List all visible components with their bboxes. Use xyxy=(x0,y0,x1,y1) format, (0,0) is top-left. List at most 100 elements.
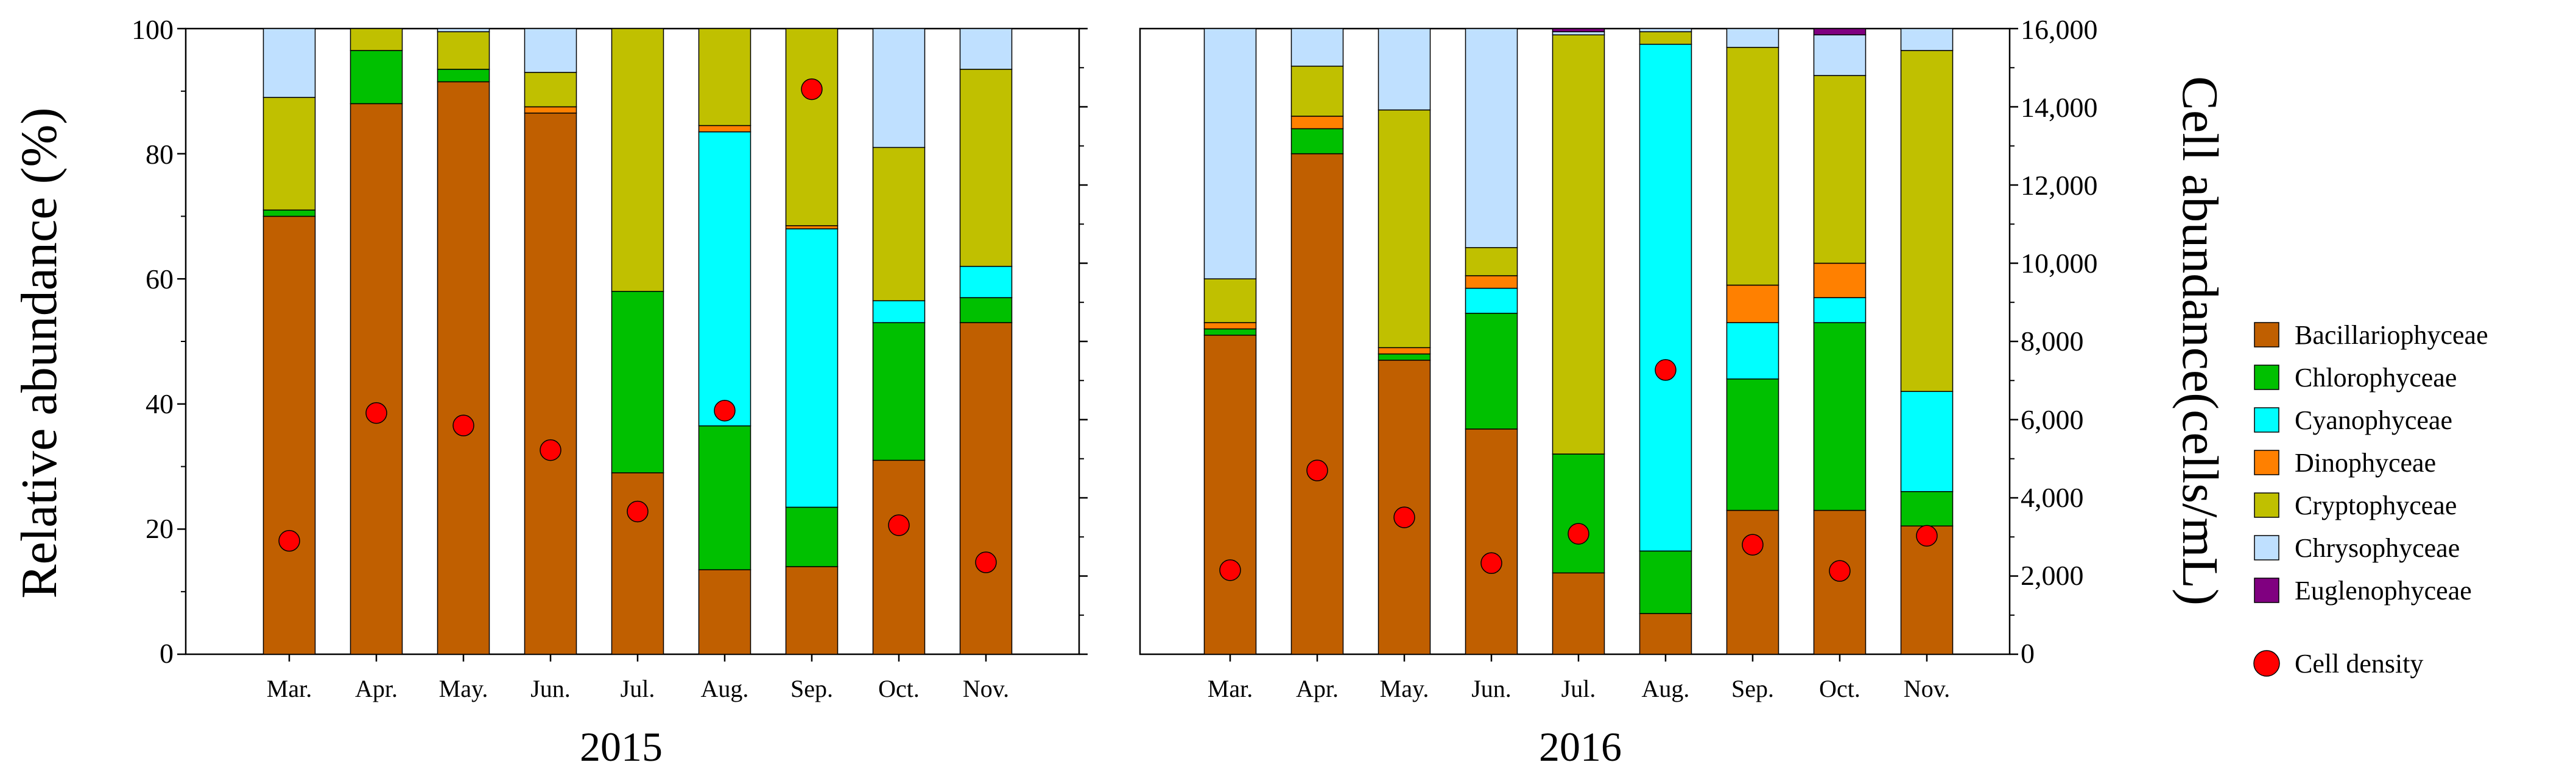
bar-segment-bacillariophyceae-jun-2015 xyxy=(524,113,577,655)
right-tick-label: 6,000 xyxy=(2021,404,2084,435)
bar-segment-dinophyceae-aug-2015 xyxy=(698,125,751,133)
cell-density-point-may-2016 xyxy=(1393,506,1415,528)
cell-density-point-jul-2015 xyxy=(627,500,649,523)
cell-density-point-jun-2016 xyxy=(1480,552,1502,575)
bar-segment-bacillariophyceae-jul-2015 xyxy=(611,472,664,655)
x-tick-label-jun-2015: Jun. xyxy=(530,675,571,702)
legend: Bacillariophyceae Chlorophyceae Cyanophy… xyxy=(2253,320,2488,679)
x-tick-label-oct-2015: Oct. xyxy=(878,675,920,702)
bar-segment-chrysophyceae-aug-2016 xyxy=(1639,28,1692,32)
bar-segment-bacillariophyceae-nov-2016 xyxy=(1900,525,1954,655)
x-tick-label-aug-2015: Aug. xyxy=(701,675,749,702)
right-tick-label: 4,000 xyxy=(2021,482,2084,513)
panel-2016: Mar. Apr. May. Jun. Jul. Aug. Sep. Oct. Nov. xyxy=(1139,27,2018,702)
bar-segment-cryptophyceae-jul-2015 xyxy=(611,28,664,292)
bar-segment-cryptophyceae-nov-2016 xyxy=(1900,50,1954,392)
bar-segment-dinophyceae-oct-2016 xyxy=(1813,262,1867,298)
legend-marker-cell-density xyxy=(2253,650,2280,677)
bar-segment-chrysophyceae-oct-2015 xyxy=(872,28,926,148)
cell-density-point-aug-2015 xyxy=(714,399,736,422)
legend-swatch-cryptophyceae xyxy=(2254,492,2279,518)
left-tick-label: 60 xyxy=(146,264,174,295)
legend-swatch-chlorophyceae xyxy=(2254,365,2279,390)
bar-segment-bacillariophyceae-oct-2015 xyxy=(872,459,926,655)
bar-segment-chlorophyceae-may-2016 xyxy=(1378,353,1431,361)
legend-swatch-chrysophyceae xyxy=(2254,535,2279,561)
bar-segment-chrysophyceae-apr-2016 xyxy=(1290,28,1344,67)
right-axis-ticks: 0 2,000 4,000 6,000 8,000 10,000 12,000 … xyxy=(2021,14,2098,669)
bar-segment-chrysophyceae-oct-2016 xyxy=(1813,34,1867,76)
bar-segment-cryptophyceae-may-2016 xyxy=(1378,109,1431,349)
x-tick-label-jun-2016: Jun. xyxy=(1471,675,1511,702)
bar-segment-chlorophyceae-oct-2015 xyxy=(872,322,926,461)
legend-label-euglenophyceae: Euglenophyceae xyxy=(2295,576,2472,606)
cell-density-point-sep-2015 xyxy=(801,78,823,100)
year-label-2016: 2016 xyxy=(1539,724,1622,770)
bar-segment-cyanophyceae-nov-2016 xyxy=(1900,391,1954,492)
bar-segment-chlorophyceae-mar-2015 xyxy=(262,209,316,217)
cell-density-point-apr-2016 xyxy=(1306,459,1328,481)
bar-segment-cryptophyceae-apr-2016 xyxy=(1290,65,1344,117)
bar-segment-cyanophyceae-aug-2015 xyxy=(698,131,751,427)
cell-density-point-oct-2015 xyxy=(888,514,910,536)
bar-segment-dinophyceae-sep-2015 xyxy=(785,225,839,229)
right-axis-title: Cell abundance(cells/mL) xyxy=(2172,76,2228,606)
bar-segment-chlorophyceae-may-2015 xyxy=(437,69,490,83)
cell-density-point-may-2015 xyxy=(452,414,474,436)
x-tick-label-aug-2016: Aug. xyxy=(1642,675,1690,702)
x-tick-label-jul-2016: Jul. xyxy=(1561,675,1596,702)
panel-2015: Mar. Apr. May. Jun. Jul. Aug. Sep. Oct. Nov. xyxy=(177,27,1088,702)
left-axis-title: Relative abundance (%) xyxy=(11,108,68,599)
bar-segment-chrysophyceae-jul-2016 xyxy=(1552,31,1605,36)
x-tick-label-may-2016: May. xyxy=(1380,675,1429,702)
legend-swatch-cyanophyceae xyxy=(2254,407,2279,433)
bar-segment-chlorophyceae-jun-2016 xyxy=(1465,312,1518,430)
x-tick-label-may-2015: May. xyxy=(439,675,488,702)
left-tick-label: 0 xyxy=(160,638,174,669)
cell-density-point-mar-2016 xyxy=(1219,559,1241,581)
x-tick-label-mar-2015: Mar. xyxy=(267,675,312,702)
bar-segment-chlorophyceae-oct-2016 xyxy=(1813,322,1867,511)
bar-segment-bacillariophyceae-aug-2016 xyxy=(1639,613,1692,655)
cell-density-point-aug-2016 xyxy=(1655,359,1677,381)
x-tick-label-sep-2015: Sep. xyxy=(790,675,833,702)
bar-segment-cryptophyceae-sep-2016 xyxy=(1726,47,1779,286)
bar-segment-cryptophyceae-nov-2015 xyxy=(959,69,1013,267)
right-tick-label: 14,000 xyxy=(2021,92,2098,123)
x-tick-label-apr-2015: Apr. xyxy=(355,675,398,702)
bar-segment-dinophyceae-may-2016 xyxy=(1378,347,1431,355)
left-tick-label: 100 xyxy=(132,14,174,45)
right-tick-label: 2,000 xyxy=(2021,560,2084,591)
cell-density-point-nov-2015 xyxy=(975,551,997,573)
bar-segment-bacillariophyceae-mar-2016 xyxy=(1203,334,1257,655)
bar-segment-bacillariophyceae-oct-2016 xyxy=(1813,509,1867,655)
x-tick-label-nov-2016: Nov. xyxy=(1904,675,1950,702)
bar-segment-cryptophyceae-oct-2016 xyxy=(1813,75,1867,264)
left-axis-ticks: 0 20 40 60 80 100 xyxy=(132,14,174,669)
right-tick-label: 8,000 xyxy=(2021,326,2084,357)
bar-segment-chrysophyceae-jun-2016 xyxy=(1465,28,1518,248)
bar-segment-bacillariophyceae-apr-2015 xyxy=(350,103,403,655)
bar-segment-chlorophyceae-aug-2016 xyxy=(1639,550,1692,614)
bar-segment-chlorophyceae-nov-2015 xyxy=(959,297,1013,323)
bar-segment-dinophyceae-mar-2016 xyxy=(1203,322,1257,330)
bar-segment-cryptophyceae-mar-2015 xyxy=(262,97,316,211)
bar-segment-chrysophyceae-nov-2015 xyxy=(959,28,1013,70)
x-tick-label-nov-2015: Nov. xyxy=(963,675,1009,702)
bar-segment-chlorophyceae-sep-2016 xyxy=(1726,378,1779,511)
legend-label-cell-density: Cell density xyxy=(2295,649,2423,679)
bar-segment-chlorophyceae-jul-2015 xyxy=(611,291,664,473)
bar-segment-cyanophyceae-oct-2015 xyxy=(872,300,926,323)
cell-density-point-jun-2015 xyxy=(540,439,561,461)
cell-density-point-nov-2016 xyxy=(1916,525,1938,547)
cell-density-point-oct-2016 xyxy=(1829,560,1851,582)
bar-segment-bacillariophyceae-jul-2016 xyxy=(1552,572,1605,655)
cell-density-point-sep-2016 xyxy=(1742,534,1764,556)
bar-segment-cryptophyceae-may-2015 xyxy=(437,31,490,70)
bar-segment-cryptophyceae-jun-2015 xyxy=(524,72,577,108)
x-tick-label-jul-2015: Jul. xyxy=(621,675,655,702)
bar-segment-cyanophyceae-aug-2016 xyxy=(1639,43,1692,552)
legend-swatch-euglenophyceae xyxy=(2254,578,2279,603)
legend-label-cyanophyceae: Cyanophyceae xyxy=(2295,405,2452,435)
